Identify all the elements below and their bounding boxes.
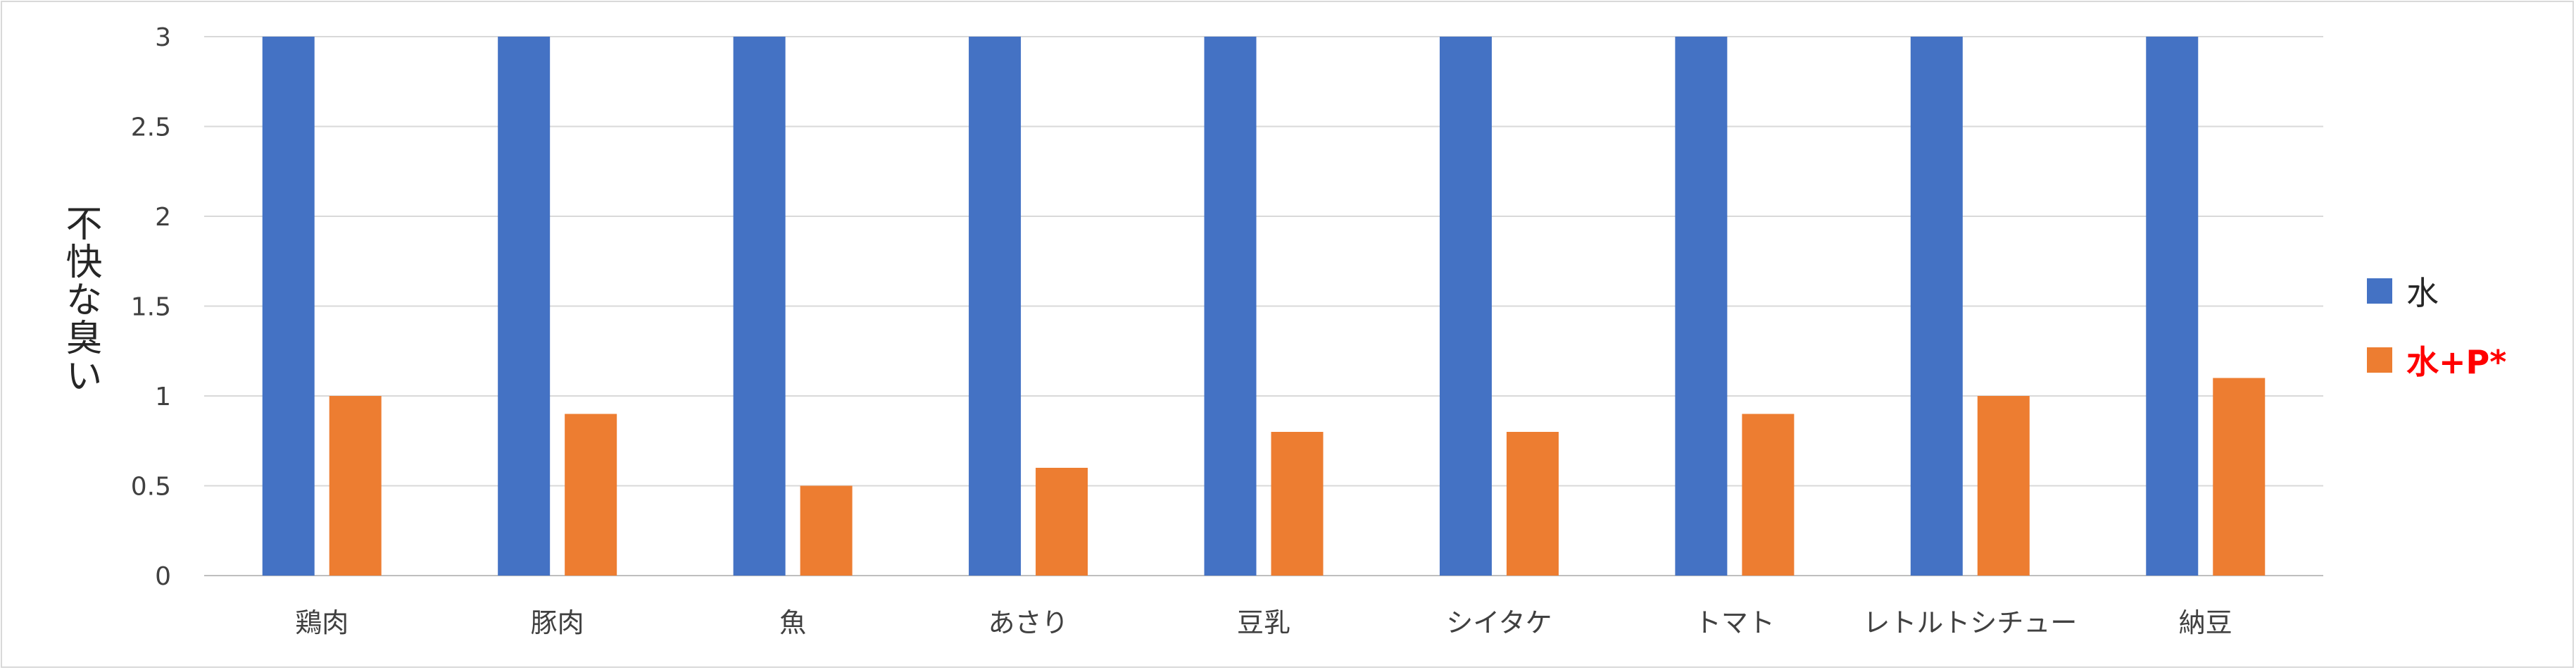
legend-item-water-plus-p: 水+P*	[2367, 339, 2506, 381]
x-tick-label: 鶏肉	[295, 607, 348, 638]
x-tick-label: 豚肉	[531, 607, 584, 638]
x-tick-label: あさり	[988, 607, 1069, 638]
bar-water-plus-p	[329, 396, 382, 576]
bar-water	[1675, 37, 1728, 576]
y-tick-label: 0.5	[131, 473, 171, 502]
bar-water-plus-p	[1271, 432, 1324, 576]
bar-water	[969, 37, 1022, 576]
y-axis-ticks: 0 0.5 1 1.5 2 2.5 3	[131, 23, 171, 591]
x-tick-label: レトルトシチュー	[1863, 607, 2077, 638]
x-axis-ticks: 鶏肉 豚肉 魚 あさり 豆乳 シイタケ トマト レトルトシチュー 納豆	[295, 607, 2232, 638]
gridlines	[204, 36, 2323, 576]
legend-label-water-plus-p: 水+P*	[2406, 343, 2507, 381]
legend: 水 水+P*	[2367, 270, 2506, 408]
y-tick-label: 2	[155, 203, 171, 232]
bar-water-plus-p	[1506, 432, 1559, 576]
bar-water-plus-p	[1742, 414, 1795, 576]
bar-water	[733, 37, 786, 576]
bars	[262, 37, 2266, 576]
legend-swatch-water-plus-p	[2367, 347, 2392, 373]
bar-water	[1910, 37, 1963, 576]
y-tick-label: 1	[155, 383, 171, 411]
x-tick-label: 豆乳	[1237, 607, 1290, 638]
bar-water-plus-p	[800, 485, 853, 576]
y-tick-label: 0	[155, 562, 171, 591]
x-tick-label: 魚	[779, 607, 806, 638]
y-tick-label: 1.5	[131, 293, 171, 322]
bar-water	[1204, 37, 1257, 576]
bar-water	[1439, 37, 1492, 576]
x-tick-label: 納豆	[2179, 607, 2232, 638]
bar-water-plus-p	[1977, 396, 2030, 576]
bar-water	[2146, 37, 2199, 576]
bar-water-plus-p	[2213, 378, 2266, 576]
x-tick-label: トマト	[1695, 607, 1775, 638]
y-tick-label: 2.5	[131, 113, 171, 142]
legend-swatch-water	[2367, 278, 2392, 304]
y-axis-label: 不快な臭い	[59, 204, 101, 395]
y-tick-label: 3	[155, 23, 171, 52]
bar-water	[262, 37, 315, 576]
legend-item-water: 水	[2367, 270, 2506, 312]
legend-label-water: 水	[2406, 274, 2439, 312]
bar-water	[498, 37, 551, 576]
x-tick-label: シイタケ	[1446, 607, 1552, 638]
bar-water-plus-p	[1036, 468, 1088, 576]
bar-water-plus-p	[565, 414, 617, 576]
